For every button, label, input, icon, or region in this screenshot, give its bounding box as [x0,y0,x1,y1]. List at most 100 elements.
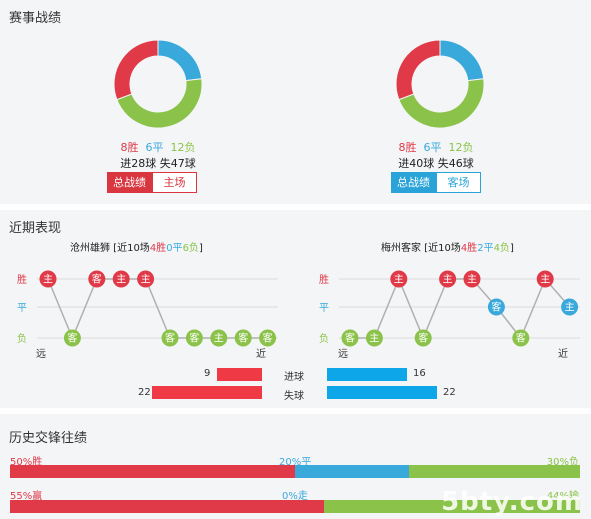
right-recent-wins: 4胜 [460,243,478,254]
h2h-handicap-win-percent: 55%赢 [10,491,43,502]
left-team-summary: 沧州雄狮 [近10场4胜0平6负] [70,239,203,254]
right-win-count: 8胜 [398,141,417,154]
h2h-result-bar [10,465,580,478]
left-form-row-label-L: 负 [17,332,27,345]
goals-label: 进球 [284,372,304,383]
h2h-win-percent: 50%胜 [10,457,43,468]
right-donut-loss-slice [398,78,485,129]
left-form-venue-label: 客 [263,332,273,345]
right-form-venue-label: 客 [491,301,501,314]
left-form-result-point [63,329,81,347]
recent-form-title: 近期表现 [9,221,62,236]
left-form-chart: 胜平负主客客主主客客主客客远近 [17,270,278,360]
right-form-result-point [536,270,554,288]
left-form-near-label: 近 [256,347,266,360]
right-form-venue-label: 主 [565,302,575,314]
right-form-venue-label: 主 [369,333,379,345]
right-total-record-button[interactable]: 总战绩 [391,172,436,193]
right-summary-suffix: ] [509,243,514,254]
h2h-handicap-bar [10,500,580,513]
watermark-logo: 5bty.com [441,487,583,517]
left-form-venue-label: 客 [92,273,102,286]
left-form-venue-label: 主 [214,333,224,345]
left-home-button[interactable]: 主场 [152,172,197,193]
left-form-row-label-D: 平 [17,303,27,314]
right-donut-draw-slice [439,39,485,82]
right-goals-bar [327,368,407,381]
right-form-trend-line [350,277,571,340]
right-form-venue-label: 主 [540,274,550,286]
right-form-result-point [414,329,432,347]
left-form-venue-label: 客 [189,332,199,345]
right-form-result-point [487,298,505,316]
right-form-row-label-L: 负 [319,332,329,345]
left-form-result-point [39,270,57,288]
right-form-result-point [439,270,457,288]
left-win-count: 8胜 [120,141,139,154]
right-record-line: 8胜 6平 12负 [386,139,486,155]
right-form-result-point [390,270,408,288]
left-goals-line: 进28球 失47球 [120,157,196,170]
left-form-result-point [88,270,106,288]
record-title: 赛事战绩 [9,11,62,26]
left-form-venue-label: 客 [165,332,175,345]
right-form-venue-label: 主 [394,274,404,286]
left-form-result-point [210,329,228,347]
right-form-result-point [561,298,579,316]
right-form-row-label-D: 平 [319,303,329,314]
left-summary-suffix: ] [198,243,203,254]
left-recent-losses: 6负 [182,243,199,254]
left-form-result-point [161,329,179,347]
right-draw-count: 6平 [423,141,442,154]
h2h-win-segment [10,465,295,478]
right-goals-line: 进40球 失46球 [398,157,474,170]
right-team-name: 梅州客家 [381,243,421,254]
right-conceded-value: 22 [443,387,456,398]
left-loss-count: 12负 [170,141,196,154]
conceded-label: 失球 [284,391,304,402]
right-form-row-label-W: 胜 [319,274,329,286]
left-form-result-point [137,270,155,288]
left-goals-bar [217,368,262,381]
left-recent-wins: 4胜 [149,243,167,254]
right-donut-chart [395,39,485,129]
right-loss-count: 12负 [448,141,474,154]
left-form-result-point [185,329,203,347]
h2h-handicap-loss-percent: 44%输 [546,491,579,502]
h2h-draw-percent: 20%平 [279,457,312,468]
left-donut-loss-slice [116,78,203,129]
left-total-record-button[interactable]: 总战绩 [107,172,152,193]
right-form-near-label: 近 [558,347,568,360]
right-form-far-label: 远 [338,348,348,360]
right-summary-prefix: [近10场 [421,243,461,254]
left-summary-prefix: [近10场 [110,243,150,254]
right-team-summary: 梅州客家 [近10场4胜2平4负] [381,239,514,254]
h2h-handicap-win-segment [10,500,324,513]
left-form-far-label: 远 [36,348,46,360]
left-team-name: 沧州雄狮 [70,243,110,254]
right-donut-win-slice [395,39,441,101]
right-form-chart: 胜平负客主主客主 主客客主主远近 [319,270,580,360]
left-donut-draw-slice [157,39,203,82]
left-goals-value: 9 [204,368,211,379]
right-form-result-point [512,329,530,347]
right-goals-value: 16 [413,368,426,379]
left-form-result-point [112,270,130,288]
left-form-trend-line [47,278,268,340]
right-conceded-bar [327,386,437,399]
h2h-loss-percent: 30%负 [546,457,579,468]
divider [0,204,591,210]
right-form-venue-label: 客 [345,332,355,345]
left-form-venue-label: 主 [43,274,53,286]
right-away-button[interactable]: 客场 [436,172,481,193]
left-form-result-point [234,329,252,347]
right-form-result-point [341,329,359,347]
h2h-draw-segment [295,465,409,478]
head-to-head-title: 历史交锋往绩 [9,431,88,446]
recent-form-panel: 近期表现 沧州雄狮 [近10场4胜0平6负] 梅州客家 [近10场4胜2平4负]… [0,210,591,408]
left-draw-count: 6平 [145,141,164,154]
head-to-head-panel: 历史交锋往绩 50%胜 20%平 30%负 55%赢 0%走 44%输 5bty… [0,414,591,519]
left-form-venue-label: 主 [141,274,151,286]
left-donut-chart [113,39,203,129]
right-form-venue-label: 客 [418,332,428,345]
